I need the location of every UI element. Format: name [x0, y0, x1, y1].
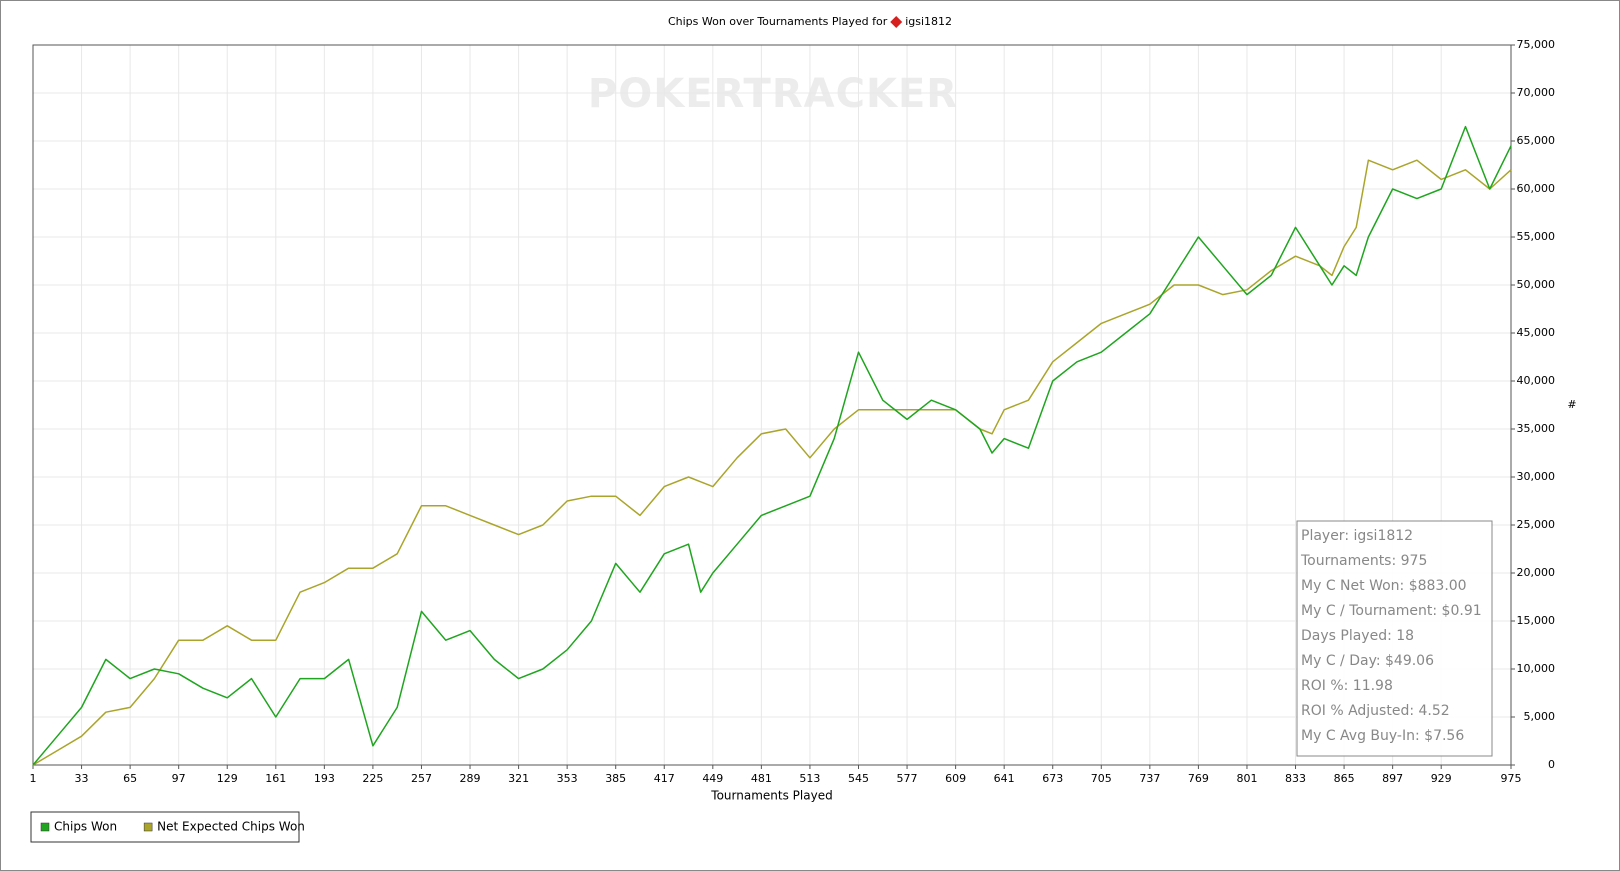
x-tick-label: 193	[314, 772, 335, 785]
legend	[30, 811, 300, 843]
x-tick-label: 865	[1334, 772, 1355, 785]
x-tick-label: 385	[605, 772, 626, 785]
watermark: POKERTRACKER	[588, 71, 958, 117]
info-line: ROI % Adjusted: 4.52	[1301, 703, 1450, 719]
series-line	[32, 125, 1512, 766]
x-tick-label: 833	[1285, 772, 1306, 785]
x-tick-label: 417	[654, 772, 675, 785]
info-line: My C / Tournament: $0.91	[1301, 603, 1482, 619]
info-line: ROI %: 11.98	[1301, 678, 1393, 694]
info-line: My C Net Won: $883.00	[1301, 578, 1467, 594]
y-tick-label: 75,000	[1517, 38, 1556, 51]
x-tick-label: 33	[75, 772, 89, 785]
x-tick-label: 513	[799, 772, 820, 785]
x-tick-label: 929	[1431, 772, 1452, 785]
x-tick-label: 481	[751, 772, 772, 785]
y-tick-label: 25,000	[1517, 518, 1556, 531]
legend-label: Net Expected Chips Won	[157, 820, 305, 834]
x-tick-label: 609	[945, 772, 966, 785]
x-tick-label: 1	[30, 772, 37, 785]
x-axis-label: Tournaments Played	[710, 789, 832, 803]
x-tick-label: 161	[265, 772, 286, 785]
x-tick-label: 289	[460, 772, 481, 785]
series-line	[32, 159, 1512, 766]
x-tick-label: 769	[1188, 772, 1209, 785]
x-tick-label: 97	[172, 772, 186, 785]
y-tick-label: 15,000	[1517, 614, 1556, 627]
info-line: Player: igsi1812	[1301, 528, 1413, 544]
x-tick-label: 225	[362, 772, 383, 785]
player-name: igsi1812	[905, 15, 952, 28]
y-tick-label: 5,000	[1524, 710, 1556, 723]
legend-swatch	[40, 822, 50, 832]
info-line: My C / Day: $49.06	[1301, 653, 1434, 669]
x-tick-label: 129	[217, 772, 238, 785]
x-tick-label: 257	[411, 772, 432, 785]
y-tick-label: 70,000	[1517, 86, 1556, 99]
info-line: Days Played: 18	[1301, 628, 1414, 644]
legend-swatch	[143, 822, 153, 832]
y-tick-label: 45,000	[1517, 326, 1556, 339]
player-icon	[890, 16, 903, 28]
x-tick-label: 449	[702, 772, 723, 785]
x-tick-label: 897	[1382, 772, 1403, 785]
x-tick-label: 353	[557, 772, 578, 785]
y-tick-label: 60,000	[1517, 182, 1556, 195]
info-line: Tournaments: 975	[1300, 553, 1427, 569]
x-tick-label: 673	[1042, 772, 1063, 785]
x-tick-label: 545	[848, 772, 869, 785]
info-box	[1296, 520, 1493, 757]
x-tick-label: 65	[123, 772, 137, 785]
legend-label: Chips Won	[54, 820, 117, 834]
info-line: My C Avg Buy-In: $7.56	[1301, 728, 1464, 744]
y-tick-label: 10,000	[1517, 662, 1556, 675]
y-tick-label: 20,000	[1517, 566, 1556, 579]
y-tick-label: 55,000	[1517, 230, 1556, 243]
plot-area	[32, 44, 1512, 766]
x-tick-label: 975	[1501, 772, 1522, 785]
y-tick-label: 0	[1548, 758, 1555, 771]
y-axis-label: #	[1567, 398, 1576, 411]
x-tick-label: 641	[994, 772, 1015, 785]
chart-title: Chips Won over Tournaments Played for	[668, 15, 888, 28]
y-tick-label: 65,000	[1517, 134, 1556, 147]
y-tick-label: 50,000	[1517, 278, 1556, 291]
x-tick-label: 577	[897, 772, 918, 785]
x-tick-label: 737	[1139, 772, 1160, 785]
y-tick-label: 30,000	[1517, 470, 1556, 483]
x-tick-label: 705	[1091, 772, 1112, 785]
y-tick-label: 40,000	[1517, 374, 1556, 387]
x-tick-label: 801	[1236, 772, 1257, 785]
x-tick-label: 321	[508, 772, 529, 785]
y-tick-label: 35,000	[1517, 422, 1556, 435]
